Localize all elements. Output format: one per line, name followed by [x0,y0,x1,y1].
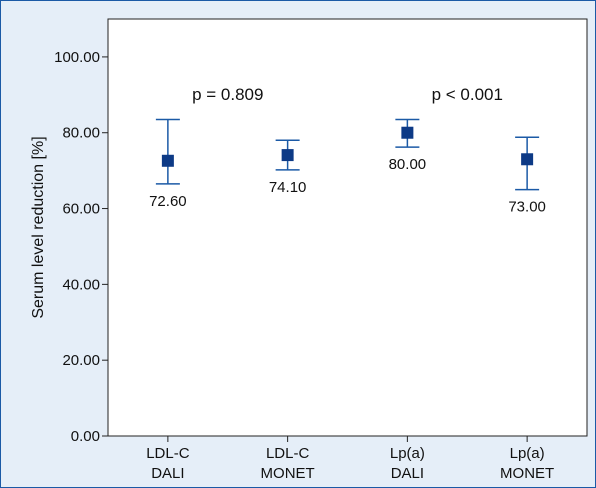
data-marks: 72.60 74.10 80.00 73.00 [149,118,546,216]
data-label: 73.00 [508,199,546,216]
x-tick-label-line: MONET [261,465,315,482]
data-label: 72.60 [149,193,187,210]
x-tick-label-line: DALI [391,465,424,482]
x-tick-label: Lp(a) DALI [390,445,425,482]
y-tick-label: 40.00 [62,276,100,293]
annotations: p = 0.809 p < 0.001 [192,85,503,104]
data-point-marker [161,154,174,167]
p-value-label: p = 0.809 [192,85,263,104]
data-point-marker [281,149,294,162]
data-point-marker [521,153,534,166]
y-tick-label: 20.00 [62,352,100,369]
y-tick-label: 60.00 [62,201,100,218]
x-tick-label-line: LDL-C [146,445,190,462]
x-tick-label-line: Lp(a) [510,445,545,462]
x-tick-label: Lp(a) MONET [500,445,554,482]
y-axis: 0.00 20.00 40.00 60.00 80.00 100.00 [54,49,108,445]
x-tick-label: LDL-C MONET [261,445,315,482]
y-tick-label: 0.00 [71,428,100,445]
y-axis-title: Serum level reduction [%] [30,136,47,318]
x-tick-label-line: LDL-C [266,445,310,462]
x-tick-label-line: DALI [151,465,184,482]
data-label: 80.00 [389,156,427,173]
y-tick-label: 80.00 [62,125,100,142]
x-axis: LDL-C DALI LDL-C MONET Lp(a) DALI Lp(a) MONET [146,436,554,482]
data-point-marker [401,126,414,139]
x-tick-label-line: MONET [500,465,554,482]
y-tick-label: 100.00 [54,49,100,66]
x-tick-label: LDL-C DALI [146,445,190,482]
data-label: 74.10 [269,179,307,196]
plot-area [107,18,588,437]
p-value-label: p < 0.001 [432,85,503,104]
x-tick-label-line: Lp(a) [390,445,425,462]
